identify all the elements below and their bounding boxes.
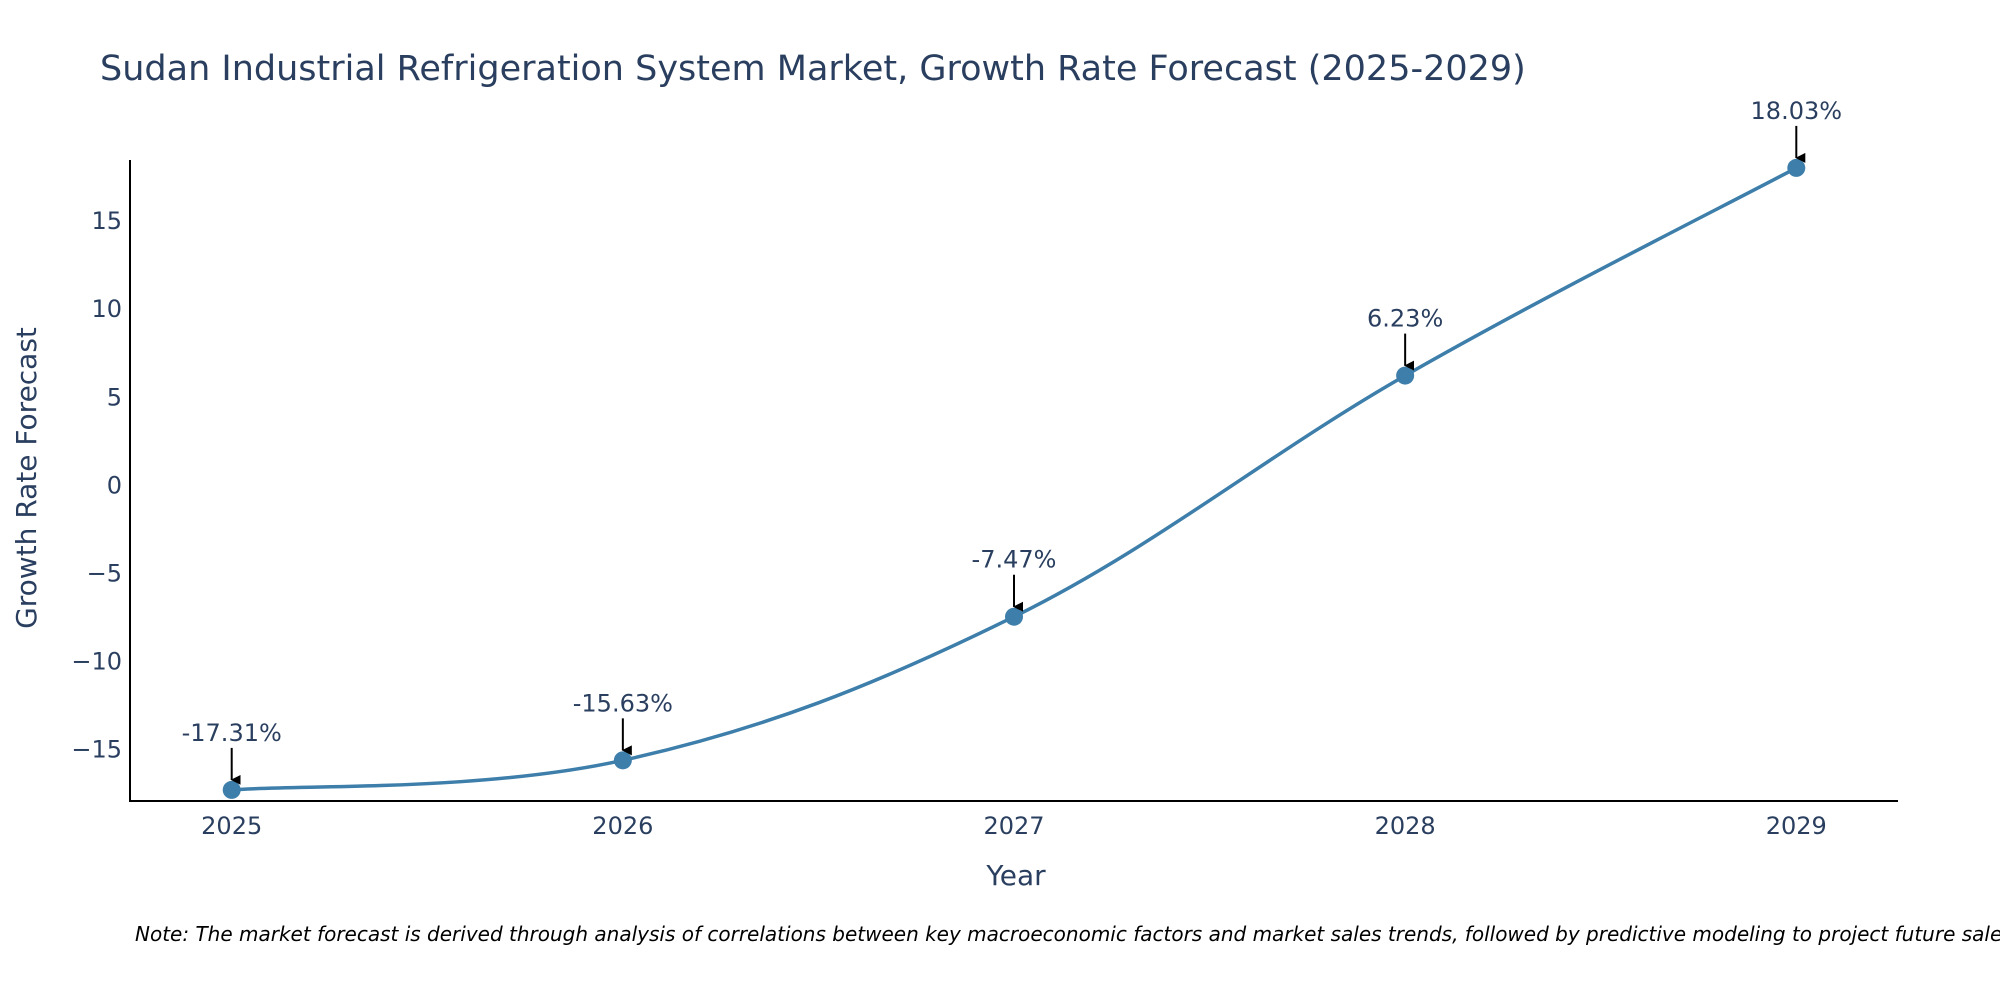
data-label: 18.03% — [1751, 97, 1843, 125]
data-point — [613, 751, 632, 770]
x-tick-label: 2028 — [1375, 812, 1436, 840]
y-tick-label: 0 — [107, 471, 122, 499]
data-point — [1396, 366, 1415, 385]
data-point — [222, 780, 241, 799]
data-label: -17.31% — [182, 719, 282, 747]
y-tick-label: −5 — [87, 559, 122, 587]
y-tick-labels: −15 −10 −5 0 5 10 15 — [71, 207, 122, 763]
chart-title: Sudan Industrial Refrigeration System Ma… — [100, 49, 1526, 89]
x-axis-title: Year — [985, 859, 1046, 892]
x-tick-labels: 2025 2026 2027 2028 2029 — [201, 812, 1827, 840]
y-axis-title: Growth Rate Forecast — [10, 327, 43, 629]
y-tick-label: 10 — [91, 295, 122, 323]
data-point — [1787, 158, 1806, 177]
series-line — [231, 166, 1798, 792]
x-tick-label: 2025 — [201, 812, 262, 840]
y-tick-label: −15 — [71, 735, 122, 763]
y-tick-label: 15 — [91, 207, 122, 235]
data-point — [1005, 607, 1023, 626]
footnote: Note: The market forecast is derived thr… — [135, 922, 2000, 946]
annotations: -17.31% -15.63% -7.47% 6.23% 18.03% — [182, 97, 1843, 785]
series-growth-rate — [222, 158, 1806, 799]
x-tick-label: 2029 — [1766, 812, 1827, 840]
data-label: -7.47% — [972, 546, 1057, 574]
data-label: 6.23% — [1367, 305, 1443, 333]
x-tick-label: 2027 — [983, 812, 1044, 840]
data-label: -15.63% — [573, 689, 673, 717]
y-tick-label: −10 — [71, 647, 122, 675]
y-tick-label: 5 — [107, 383, 122, 411]
x-tick-label: 2026 — [592, 812, 653, 840]
axes — [129, 160, 1898, 802]
